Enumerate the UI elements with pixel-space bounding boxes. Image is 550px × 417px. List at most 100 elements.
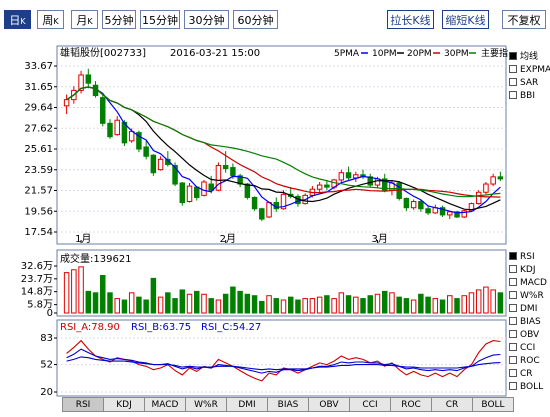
tab-cr[interactable]: CR — [431, 397, 473, 412]
main-indicator-bbi[interactable]: BBI — [509, 90, 550, 103]
period-button-5[interactable]: 30分钟 — [184, 10, 229, 29]
volume-bar — [165, 292, 171, 314]
checkbox-icon — [509, 291, 517, 299]
volume-bar — [454, 298, 460, 314]
sub-indicator-macd[interactable]: MACD — [509, 277, 547, 290]
indicator-label: ROC — [520, 356, 540, 366]
period-button-3[interactable]: 5分钟 — [102, 10, 136, 29]
candle-body — [316, 184, 323, 190]
candle-body — [251, 196, 258, 210]
volume-bar — [374, 293, 381, 314]
volume-tick-label: 32.6万 — [21, 261, 53, 272]
tab-bias[interactable]: BIAS — [267, 397, 309, 412]
volume-bar — [78, 266, 84, 314]
sub-indicator-bias[interactable]: BIAS — [509, 316, 547, 329]
candle-body — [259, 208, 265, 220]
candle-body — [324, 184, 330, 188]
volume-bar — [222, 293, 229, 314]
indicator-label: BBI — [520, 91, 536, 101]
period-button-1[interactable]: 周K — [37, 10, 64, 29]
volume-bar — [468, 292, 475, 314]
candle-body — [157, 158, 164, 171]
main-indicator-[interactable]: 均线 — [509, 51, 550, 64]
checkbox-icon — [509, 278, 517, 286]
tab-boll[interactable]: BOLL — [472, 397, 514, 412]
period-button-2[interactable]: 月K — [71, 10, 98, 29]
indicator-label: EXPMA — [520, 65, 550, 75]
tab-rsi[interactable]: RSI — [62, 397, 104, 412]
sub-indicator-cr[interactable]: CR — [509, 368, 547, 381]
ma5-line — [66, 86, 501, 214]
tab-cci[interactable]: CCI — [349, 397, 391, 412]
stock-chart[interactable]: 雄韬股份[002733] 2016-03-21 15:00 5PMA 10PM … — [0, 36, 550, 414]
period-button-0[interactable]: 日K — [4, 10, 31, 29]
tab-kdj[interactable]: KDJ — [103, 397, 145, 412]
period-label: 月 — [76, 14, 88, 27]
candle-body — [128, 131, 135, 142]
candle-body — [425, 208, 431, 214]
candle-body — [208, 183, 214, 191]
period-button-6[interactable]: 60分钟 — [233, 10, 278, 29]
candle-body — [186, 185, 193, 203]
volume-bar — [360, 298, 366, 314]
month-label: 3月 — [371, 233, 387, 245]
candle-body — [179, 182, 186, 204]
tab-macd[interactable]: MACD — [144, 397, 186, 412]
stretch-kline-button[interactable]: 拉长K线 — [387, 10, 434, 29]
volume-bar — [295, 299, 301, 314]
volume-bar — [71, 269, 77, 314]
price-tick-label: 21.57 — [24, 186, 53, 197]
sub-indicator-rsi[interactable]: RSI — [509, 251, 547, 264]
sub-indicator-obv[interactable]: OBV — [509, 329, 547, 342]
indicator-label: MACD — [520, 278, 547, 288]
period-label: 周 — [42, 14, 54, 27]
tab-roc[interactable]: ROC — [390, 397, 432, 412]
checkbox-icon — [509, 330, 517, 338]
checkbox-icon — [509, 91, 517, 99]
sub-indicator-cci[interactable]: CCI — [509, 342, 547, 355]
volume-bar — [302, 298, 308, 314]
volume-bar — [483, 286, 489, 314]
volume-bar — [136, 296, 142, 314]
candle-body — [403, 197, 410, 209]
volume-bar — [259, 300, 265, 314]
period-k-suffix: K — [87, 17, 93, 26]
candle-body — [266, 202, 272, 218]
rsi-c-line — [66, 356, 501, 371]
main-indicator-sar[interactable]: SAR — [509, 77, 550, 90]
ma30-legend-label: 30PM — [444, 49, 469, 59]
candle-body — [201, 181, 207, 196]
price-tick-label: 23.59 — [24, 165, 53, 176]
tab-dmi[interactable]: DMI — [226, 397, 268, 412]
tab-obv[interactable]: OBV — [308, 397, 350, 412]
candle-body — [381, 178, 388, 191]
period-button-4[interactable]: 15分钟 — [140, 10, 180, 29]
sub-indicator-kdj[interactable]: KDJ — [509, 264, 547, 277]
main-indicator-expma[interactable]: EXPMA — [509, 64, 550, 77]
shrink-kline-button[interactable]: 缩短K线 — [442, 10, 489, 29]
checkbox-icon — [509, 382, 517, 390]
sub-indicator-dmi[interactable]: DMI — [509, 303, 547, 316]
volume-bar — [273, 298, 280, 314]
volume-bar — [85, 290, 92, 314]
volume-bar — [418, 293, 424, 314]
rsi-tick-label: 83 — [40, 333, 53, 344]
ma10-line — [66, 86, 501, 211]
sub-indicator-roc[interactable]: ROC — [509, 355, 547, 368]
ma5-legend-label: 5PMA — [334, 49, 360, 59]
volume-bar — [179, 289, 186, 314]
candle-body — [194, 186, 200, 198]
tab-wr[interactable]: W%R — [185, 397, 227, 412]
period-k-suffix: K — [53, 17, 59, 26]
period-k-suffix: K — [20, 17, 26, 26]
checkbox-icon — [509, 317, 517, 325]
checkbox-icon — [509, 369, 517, 377]
ma20-legend-label: 20PM — [407, 49, 432, 59]
candle-body — [490, 176, 496, 185]
volume-tick-label: 0 — [47, 308, 53, 319]
candle-body — [345, 172, 352, 179]
sub-indicator-boll[interactable]: BOLL — [509, 381, 547, 394]
candle-body — [222, 165, 229, 170]
adjust-select[interactable]: 不复权 — [502, 10, 546, 29]
sub-indicator-wr[interactable]: W%R — [509, 290, 547, 303]
